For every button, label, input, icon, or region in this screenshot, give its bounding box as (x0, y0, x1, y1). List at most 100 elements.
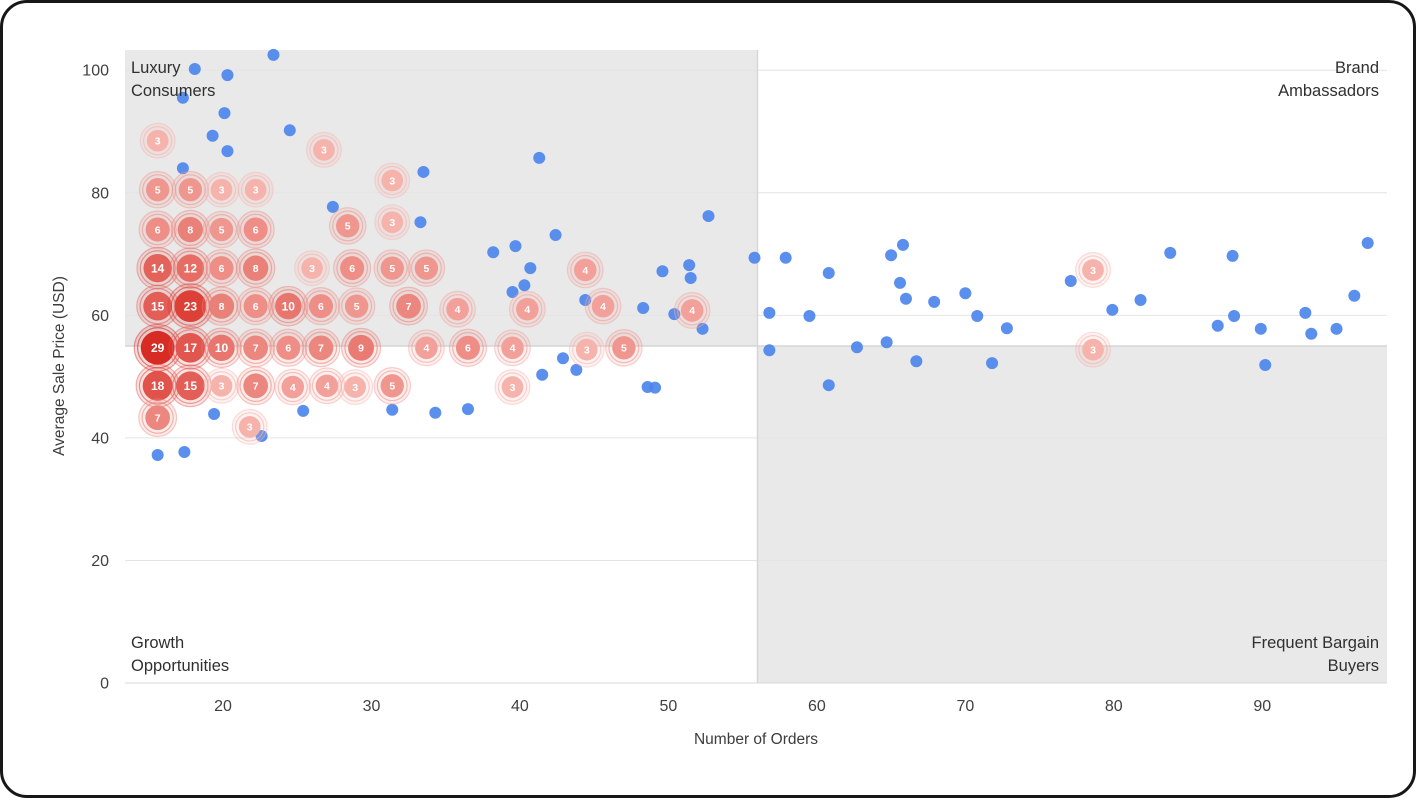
cluster-bubble[interactable]: 4 (584, 287, 622, 325)
data-point[interactable] (896, 238, 909, 251)
cluster-bubble[interactable]: 3 (237, 171, 274, 208)
cluster-bubble[interactable]: 3 (337, 369, 374, 405)
cluster-bubble[interactable]: 3 (1075, 252, 1111, 288)
data-point[interactable] (533, 151, 546, 164)
data-point[interactable] (1361, 237, 1374, 250)
data-point[interactable] (899, 292, 912, 305)
data-point[interactable] (509, 240, 522, 253)
data-point[interactable] (656, 265, 669, 278)
cluster-bubble[interactable]: 5 (337, 287, 376, 325)
data-point[interactable] (748, 251, 761, 264)
data-point[interactable] (221, 145, 234, 158)
data-point[interactable] (218, 107, 231, 120)
data-point[interactable] (1228, 309, 1241, 322)
data-point[interactable] (1330, 322, 1343, 335)
data-point[interactable] (1259, 358, 1272, 371)
data-point[interactable] (386, 403, 399, 416)
cluster-bubble[interactable]: 5 (373, 367, 412, 405)
data-point[interactable] (487, 246, 500, 259)
data-point[interactable] (414, 216, 427, 229)
cluster-bubble[interactable]: 3 (374, 162, 411, 199)
data-point[interactable] (176, 91, 189, 104)
cluster-bubble[interactable]: 7 (236, 328, 276, 368)
data-point[interactable] (1226, 249, 1239, 262)
cluster-bubble[interactable]: 6 (269, 328, 308, 367)
cluster-bubble[interactable]: 3 (305, 131, 342, 168)
data-point[interactable] (549, 229, 562, 242)
cluster-bubble[interactable]: 12 (169, 247, 212, 289)
data-point[interactable] (702, 210, 715, 223)
cluster-bubble[interactable]: 4 (508, 290, 546, 328)
data-point[interactable] (206, 129, 219, 142)
cluster-bubble[interactable]: 3 (494, 369, 531, 405)
data-point[interactable] (536, 368, 549, 381)
cluster-bubble[interactable]: 5 (171, 170, 210, 209)
data-point[interactable] (910, 355, 923, 368)
data-point[interactable] (461, 403, 474, 416)
cluster-bubble[interactable]: 9 (341, 327, 382, 368)
cluster-bubble[interactable]: 5 (202, 210, 241, 249)
data-point[interactable] (1064, 275, 1077, 288)
data-point[interactable] (151, 449, 164, 462)
data-point[interactable] (763, 306, 776, 319)
data-point[interactable] (684, 271, 697, 284)
data-point[interactable] (518, 279, 531, 292)
data-point[interactable] (1000, 322, 1013, 335)
cluster-bubble[interactable]: 4 (407, 329, 445, 367)
data-point[interactable] (188, 62, 201, 75)
data-point[interactable] (696, 322, 709, 335)
data-point[interactable] (1211, 319, 1224, 332)
data-point[interactable] (1164, 246, 1177, 259)
data-point[interactable] (1305, 327, 1318, 340)
data-point[interactable] (885, 249, 898, 262)
cluster-bubble[interactable]: 3 (294, 250, 331, 287)
data-point[interactable] (556, 352, 569, 365)
data-point[interactable] (986, 357, 999, 370)
data-point[interactable] (822, 267, 835, 280)
cluster-bubble[interactable]: 6 (202, 249, 241, 288)
cluster-bubble[interactable]: 5 (605, 329, 643, 367)
data-point[interactable] (506, 286, 519, 299)
cluster-bubble[interactable]: 10 (201, 327, 242, 369)
data-point[interactable] (1106, 303, 1119, 316)
data-point[interactable] (297, 404, 310, 417)
data-point[interactable] (326, 200, 339, 213)
cluster-bubble[interactable]: 4 (566, 251, 604, 289)
cluster-bubble[interactable]: 4 (673, 292, 711, 329)
data-point[interactable] (850, 341, 863, 354)
data-point[interactable] (176, 162, 189, 175)
data-point[interactable] (1299, 306, 1312, 319)
data-point[interactable] (208, 407, 221, 420)
data-point[interactable] (763, 344, 776, 357)
cluster-bubble[interactable]: 8 (201, 286, 242, 326)
data-point[interactable] (880, 336, 893, 349)
cluster-bubble[interactable]: 6 (236, 286, 275, 326)
data-point[interactable] (579, 294, 592, 307)
cluster-bubble[interactable]: 14 (136, 246, 179, 290)
cluster-bubble[interactable]: 5 (407, 249, 446, 287)
cluster-bubble[interactable]: 7 (389, 286, 429, 326)
data-point[interactable] (283, 124, 296, 137)
cluster-bubble[interactable]: 4 (494, 329, 531, 367)
cluster-bubble[interactable]: 5 (328, 207, 367, 245)
cluster-bubble[interactable]: 6 (236, 210, 275, 249)
data-point[interactable] (429, 406, 442, 419)
data-point[interactable] (637, 301, 650, 314)
cluster-bubble[interactable]: 3 (231, 408, 268, 445)
cluster-bubble[interactable]: 4 (308, 367, 346, 405)
data-point[interactable] (971, 309, 984, 322)
cluster-bubble[interactable]: 5 (138, 170, 177, 209)
cluster-bubble[interactable]: 4 (274, 368, 312, 406)
cluster-bubble[interactable]: 4 (439, 290, 476, 328)
data-point[interactable] (1134, 294, 1147, 307)
cluster-bubble[interactable]: 7 (301, 328, 341, 368)
cluster-bubble[interactable]: 5 (373, 249, 412, 287)
data-point[interactable] (894, 276, 907, 289)
cluster-bubble[interactable]: 6 (301, 286, 341, 326)
cluster-bubble[interactable]: 6 (138, 210, 177, 249)
cluster-bubble[interactable]: 17 (168, 325, 213, 370)
data-point[interactable] (417, 165, 430, 178)
cluster-bubble[interactable]: 18 (135, 363, 180, 408)
cluster-bubble[interactable]: 6 (333, 249, 372, 288)
data-point[interactable] (803, 309, 816, 322)
